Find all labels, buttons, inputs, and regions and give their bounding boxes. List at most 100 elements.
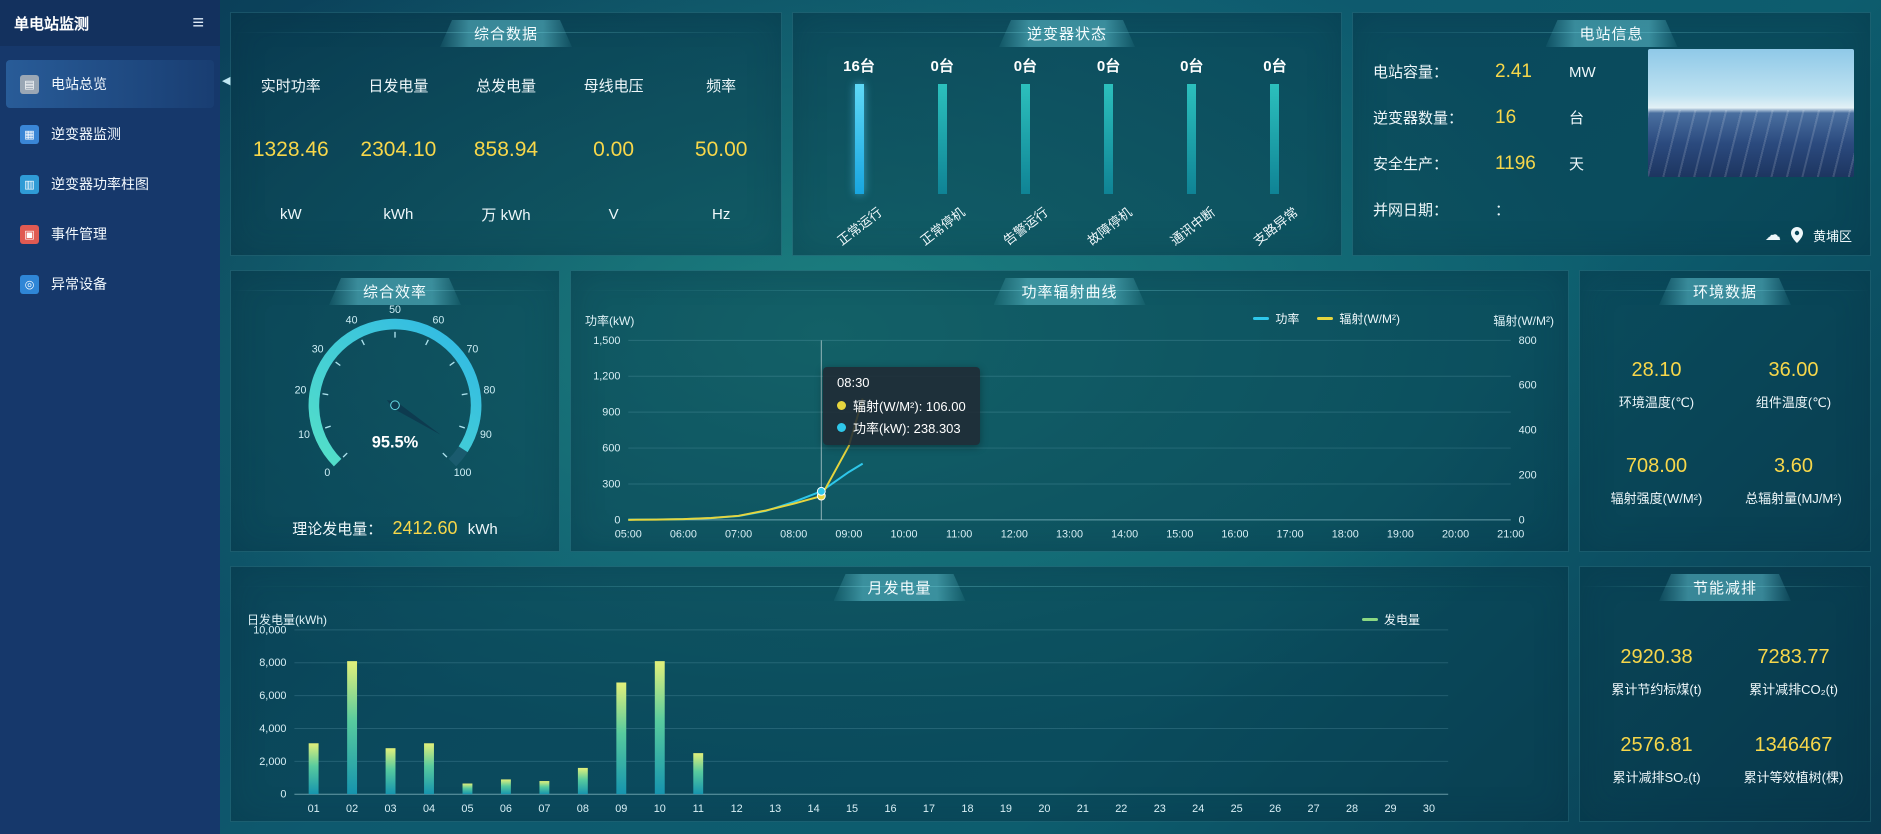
power-bar-chart-icon: ▥ — [20, 174, 39, 194]
chart-tooltip: 08:30 辐射(W/M²): 106.00 功率(kW): 238.303 — [823, 367, 980, 445]
svg-text:400: 400 — [1519, 425, 1537, 437]
svg-text:12: 12 — [731, 803, 743, 815]
metric-unit: V — [608, 206, 619, 224]
sidebar-item-abnormal-devices[interactable]: ◎ 异常设备 — [6, 260, 214, 308]
svg-text:17: 17 — [923, 803, 935, 815]
svg-text:10: 10 — [654, 803, 666, 815]
metric-label: 实时功率 — [260, 77, 321, 95]
savings-metric: 7283.77 累计减排CO₂(t) — [1749, 646, 1838, 698]
info-label: 电站容量： — [1373, 64, 1449, 81]
svg-text:07: 07 — [538, 803, 550, 815]
svg-text:10: 10 — [298, 429, 310, 441]
generation-legend-swatch — [1361, 618, 1378, 621]
legend-label: 发电量 — [1383, 613, 1420, 627]
left-axis-name: 功率(kW) — [585, 314, 635, 328]
svg-text:05:00: 05:00 — [615, 529, 642, 541]
radiation-dot-icon — [837, 401, 846, 410]
legend-item-power[interactable]: 功率 — [1253, 310, 1299, 327]
svg-text:29: 29 — [1384, 803, 1396, 815]
svg-text:600: 600 — [602, 443, 620, 455]
status-bar — [1104, 84, 1114, 194]
sidebar: 单电站监测 ≡ ▤ 电站总览 ▦ 逆变器监测 ▥ 逆变器功率柱图 ▣ 事件管理 … — [0, 0, 220, 834]
abnormal-devices-icon: ◎ — [20, 274, 39, 294]
svg-text:27: 27 — [1308, 803, 1320, 815]
svg-text:300: 300 — [602, 478, 620, 490]
svg-text:04: 04 — [423, 803, 435, 815]
metric-value: 2304.10 — [360, 137, 437, 161]
svg-text:40: 40 — [346, 314, 358, 326]
sidebar-nav: ▤ 电站总览 ▦ 逆变器监测 ▥ 逆变器功率柱图 ▣ 事件管理 ◎ 异常设备 — [0, 46, 220, 308]
svg-text:06:00: 06:00 — [670, 529, 697, 541]
svg-text:0: 0 — [280, 789, 286, 801]
power-legend-swatch — [1253, 317, 1270, 320]
savings-metric: 2576.81 累计减排SO₂(t) — [1612, 734, 1700, 786]
svg-text:28: 28 — [1346, 803, 1358, 815]
env-metric: 36.00 组件温度(℃) — [1756, 359, 1831, 411]
svg-text:90: 90 — [480, 429, 492, 441]
svg-text:200: 200 — [1519, 469, 1537, 481]
svg-text:08: 08 — [577, 803, 589, 815]
svg-text:09:00: 09:00 — [835, 529, 862, 541]
svg-text:12:00: 12:00 — [1001, 529, 1028, 541]
savings-metric-grid: 2920.38 累计节约标煤(t) 7283.77 累计减排CO₂(t) 257… — [1588, 621, 1862, 811]
inverter-status-grid: 16台 正常运行 0台 正常停机 0台 告警运行 — [819, 55, 1315, 249]
svg-text:25: 25 — [1231, 803, 1243, 815]
legend-label: 功率 — [1275, 312, 1300, 326]
sidebar-item-station-overview[interactable]: ▤ 电站总览 — [6, 60, 214, 108]
location-pin-icon — [1790, 227, 1803, 243]
monthly-bar-chart[interactable]: 0 2,000 4,000 6,000 8,000 10,000 01 02 03 04 05 06 0… — [237, 617, 1562, 819]
svg-text:0: 0 — [324, 467, 330, 479]
info-unit: 台 — [1569, 110, 1585, 127]
station-info-rows: 电站容量： 2.41 MW 逆变器数量： 16 台 安全生产： 1196 — [1373, 49, 1596, 245]
panel-station-info: 电站信息 电站容量： 2.41 MW 逆变器数量： 16 台 — [1352, 12, 1871, 256]
env-metric: 708.00 辐射强度(W/M²) — [1611, 455, 1703, 507]
sidebar-item-inverter-power-bars[interactable]: ▥ 逆变器功率柱图 — [6, 160, 214, 208]
panel-title-power-curve: 功率辐射曲线 — [993, 278, 1145, 305]
svg-text:19:00: 19:00 — [1387, 529, 1414, 541]
status-label: 正常停机 — [917, 204, 968, 249]
svg-text:15: 15 — [846, 803, 858, 815]
hamburger-menu-icon[interactable]: ≡ — [192, 12, 204, 34]
legend-item-generation[interactable]: 发电量 — [1361, 611, 1420, 628]
svg-text:900: 900 — [602, 407, 620, 419]
svg-text:95.5%: 95.5% — [372, 434, 419, 452]
metric-value: 50.00 — [694, 137, 748, 161]
weather-cloud-icon[interactable]: ☁ — [1764, 227, 1781, 244]
svg-text:50: 50 — [389, 304, 401, 316]
sidebar-collapse-arrow[interactable]: ◀ — [222, 75, 231, 87]
location-label: 黄埔区 — [1812, 228, 1852, 244]
status-count: 0台 — [1013, 58, 1038, 75]
info-row-capacity: 电站容量： 2.41 MW — [1373, 61, 1596, 83]
metric-label: 累计减排CO₂(t) — [1749, 682, 1838, 698]
svg-text:26: 26 — [1269, 803, 1281, 815]
inverter-status-item: 0台 支路异常 — [1235, 55, 1315, 249]
svg-text:20: 20 — [295, 385, 307, 397]
sidebar-item-event-management[interactable]: ▣ 事件管理 — [6, 210, 214, 258]
middle-row: 综合效率 0 10 20 30 40 50 60 70 80 90 100 95.5% 理论发电量： … — [230, 270, 1871, 552]
inverter-status-item: 0台 故障停机 — [1069, 55, 1149, 249]
info-value: 1196 — [1495, 153, 1536, 174]
svg-text:60: 60 — [433, 314, 445, 326]
svg-text:11:00: 11:00 — [946, 529, 972, 541]
svg-text:21: 21 — [1077, 803, 1089, 815]
sidebar-item-label: 逆变器监测 — [51, 126, 121, 142]
svg-text:16:00: 16:00 — [1221, 529, 1248, 541]
legend-item-radiation[interactable]: 辐射(W/M²) — [1317, 310, 1400, 327]
inverter-status-item: 0台 正常停机 — [902, 55, 982, 249]
svg-text:14: 14 — [808, 803, 820, 815]
sidebar-item-inverter-monitor[interactable]: ▦ 逆变器监测 — [6, 110, 214, 158]
svg-text:01: 01 — [308, 803, 320, 815]
status-bar — [1270, 84, 1280, 194]
legend-label: 辐射(W/M²) — [1339, 312, 1400, 326]
status-count: 0台 — [1263, 58, 1287, 75]
svg-text:07:00: 07:00 — [725, 529, 752, 541]
power-line-chart[interactable]: 0 300 600 900 1,200 1,500 0 200 400 600 800 05:00 06… — [577, 329, 1562, 547]
efficiency-gauge-chart[interactable]: 0 10 20 30 40 50 60 70 80 90 100 95.5% — [249, 299, 541, 497]
svg-text:13: 13 — [769, 803, 781, 815]
line-chart-legend: 功率 辐射(W/M²) — [1253, 310, 1400, 327]
info-row-safe-days: 安全生产： 1196 天 — [1373, 153, 1596, 175]
station-photo — [1648, 49, 1854, 177]
metric-label: 环境温度(℃) — [1618, 395, 1695, 410]
svg-text:100: 100 — [454, 467, 472, 479]
sidebar-item-label: 事件管理 — [51, 226, 107, 242]
